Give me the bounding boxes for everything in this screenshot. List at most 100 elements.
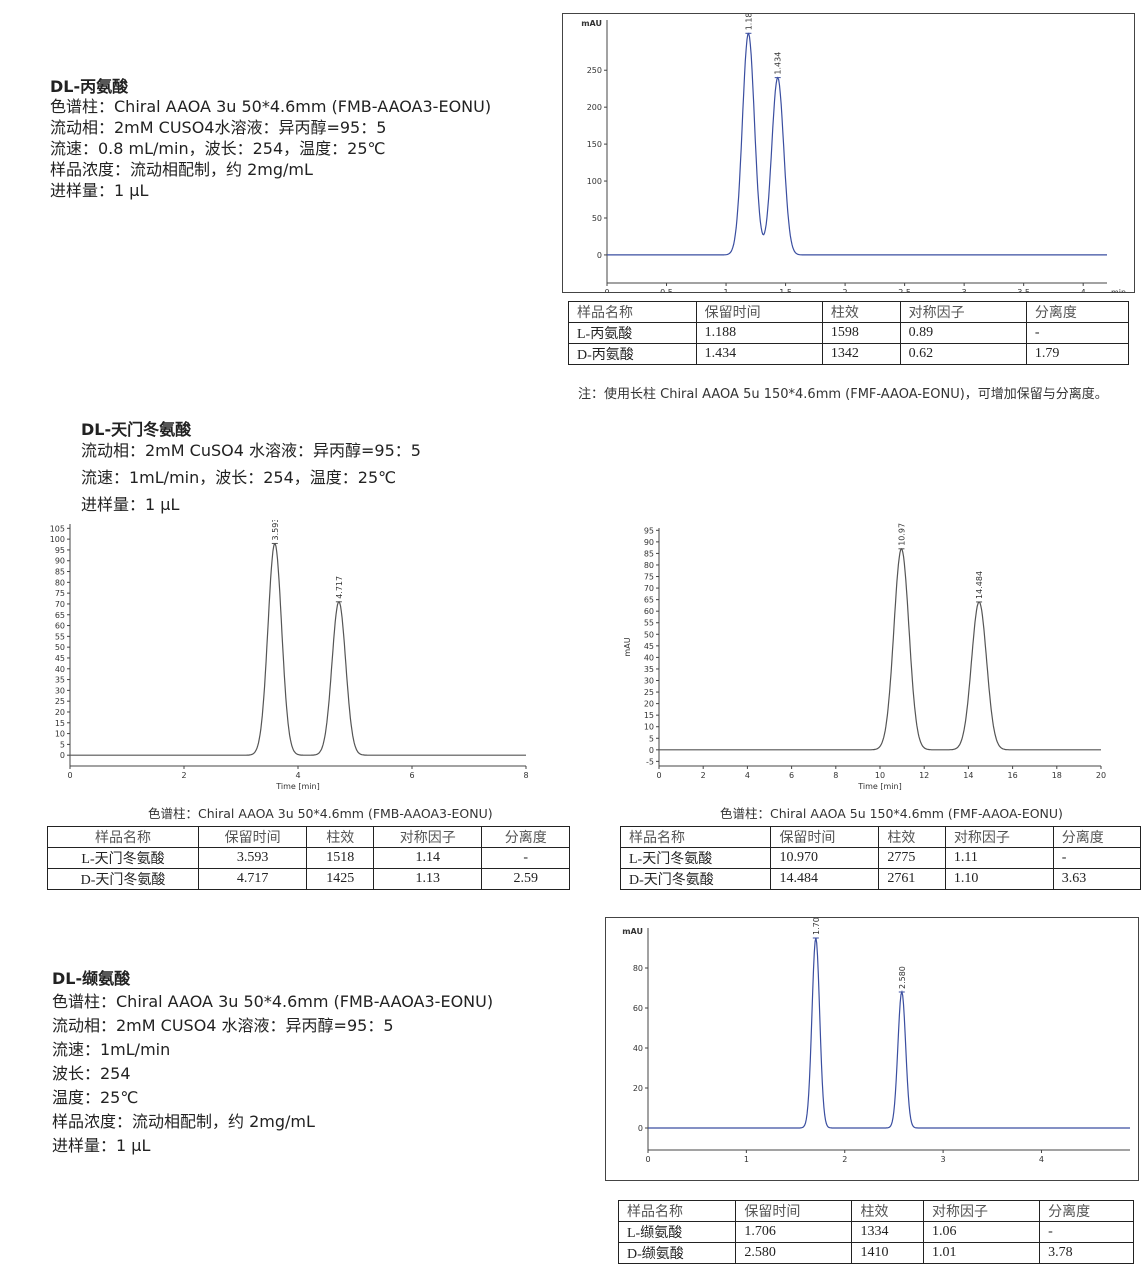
y-tick-label: 100 xyxy=(50,535,65,544)
header-cell: 对称因子 xyxy=(899,301,1027,323)
x-tick-label: 2 xyxy=(843,288,848,292)
table-cell: 2.59 xyxy=(481,868,570,890)
header-cell: 分离度 xyxy=(1039,1200,1134,1222)
table-cell: 1.01 xyxy=(923,1242,1041,1264)
y-tick-label: 55 xyxy=(55,632,65,641)
table-cell: 1.706 xyxy=(735,1221,853,1243)
table-cell: 4.717 xyxy=(198,868,308,890)
y-tick-label: 15 xyxy=(644,711,654,720)
x-tick-label: 6 xyxy=(789,771,794,780)
x-tick-label: 10 xyxy=(875,771,885,780)
x-tick-label: 0 xyxy=(67,771,72,780)
trace xyxy=(648,937,1130,1129)
caption: 色谱柱：Chiral AAOA 3u 50*4.6mm (FMB-AAOA3-E… xyxy=(148,806,493,821)
y-tick-label: 65 xyxy=(55,611,65,620)
header-cell: 柱效 xyxy=(306,826,375,848)
header-cell: 对称因子 xyxy=(923,1200,1041,1222)
x-tick-label: 2 xyxy=(842,1155,847,1164)
condition-line: 流动相：2mM CUSO4水溶液：异丙醇=95：5 xyxy=(50,118,387,137)
table-row: D-天门冬氨酸 4.717 1425 1.13 2.59 xyxy=(46,868,570,890)
table-cell: D-丙氨酸 xyxy=(568,343,697,365)
x-tick-label: 8 xyxy=(523,771,528,780)
y-axis-label: mAU xyxy=(622,927,643,936)
header-cell: 分离度 xyxy=(481,826,570,848)
header-cell: 柱效 xyxy=(878,826,946,848)
y-tick-label: 85 xyxy=(55,568,65,577)
table-cell: 1.13 xyxy=(373,868,483,890)
table-cell: 3.593 xyxy=(198,847,308,869)
y-tick-label: 105 xyxy=(50,524,65,533)
header-cell: 分离度 xyxy=(1052,826,1142,848)
table-cell: 1.188 xyxy=(695,322,823,344)
x-tick-label: 4 xyxy=(745,771,750,780)
caption: 色谱柱：Chiral AAOA 5u 150*4.6mm (FMF-AAOA-E… xyxy=(720,806,1063,821)
y-tick-label: 75 xyxy=(55,589,65,598)
table-cell: 1.79 xyxy=(1025,343,1130,365)
y-tick-label: 20 xyxy=(644,700,654,709)
chromatogram: -505101520253035404550556065707580859095… xyxy=(623,523,1106,790)
table-row: D-缬氨酸 2.580 1410 1.01 3.78 xyxy=(617,1242,1134,1264)
table-cell: 1.434 xyxy=(695,343,823,365)
header-cell: 样品名称 xyxy=(619,826,772,848)
x-tick-label: 18 xyxy=(1052,771,1062,780)
y-tick-label: 5 xyxy=(649,734,654,743)
header-cell: 保留时间 xyxy=(770,826,880,848)
y-tick-label: 200 xyxy=(587,103,602,112)
y-tick-label: 70 xyxy=(55,600,65,609)
table-cell: 2.580 xyxy=(735,1242,853,1264)
y-tick-label: 30 xyxy=(55,686,65,695)
y-tick-label: 55 xyxy=(644,619,654,628)
table-cell: L-丙氨酸 xyxy=(568,322,697,344)
peak-label: 1.434 xyxy=(774,52,783,75)
y-tick-label: 90 xyxy=(644,538,654,547)
peak-label: 10.97 xyxy=(897,523,906,546)
peak-label: 1.188 xyxy=(744,14,753,30)
header-cell: 柱效 xyxy=(851,1200,925,1222)
x-tick-label: 14 xyxy=(963,771,973,780)
table-row: D-丙氨酸 1.434 1342 0.62 1.79 xyxy=(568,343,1130,365)
table-cell: 1410 xyxy=(851,1242,925,1264)
table-row: L-丙氨酸 1.188 1598 0.89- xyxy=(568,322,1130,344)
condition-line: 进样量：1 μL xyxy=(52,1136,151,1155)
condition-line: 流速：1mL/min xyxy=(52,1040,171,1059)
y-tick-label: 20 xyxy=(55,708,65,717)
condition-line: 色谱柱：Chiral AAOA 3u 50*4.6mm (FMB-AAOA3-E… xyxy=(50,97,492,116)
condition-line: 进样量：1 μL xyxy=(50,181,149,200)
x-tick-label: 2 xyxy=(701,771,706,780)
table-cell: L-天门冬氨酸 xyxy=(619,847,772,869)
header-cell: 保留时间 xyxy=(695,301,823,323)
peak-label: 4.717 xyxy=(335,576,344,599)
x-tick-label: 16 xyxy=(1008,771,1018,780)
table-cell: 1.06 xyxy=(923,1221,1041,1243)
table-cell: 1.11 xyxy=(944,847,1054,869)
header-cell: 保留时间 xyxy=(735,1200,853,1222)
y-tick-label: 50 xyxy=(55,643,65,652)
y-tick-label: 80 xyxy=(633,964,643,973)
y-tick-label: 90 xyxy=(55,557,65,566)
trace xyxy=(607,32,1107,256)
section-title: DL-天门冬氨酸 xyxy=(81,420,192,439)
table-cell: D-天门冬氨酸 xyxy=(46,868,200,890)
y-tick-label: 95 xyxy=(644,526,654,535)
condition-line: 样品浓度：流动相配制，约 2mg/mL xyxy=(52,1112,315,1131)
y-tick-label: 250 xyxy=(587,66,602,75)
table-cell: 1598 xyxy=(821,322,901,344)
table-cell: D-缬氨酸 xyxy=(617,1242,737,1264)
y-tick-label: 80 xyxy=(644,561,654,570)
table-cell: 10.970 xyxy=(770,847,880,869)
y-tick-label: 40 xyxy=(644,653,654,662)
y-axis-label: mAU xyxy=(623,637,632,656)
y-tick-label: 0 xyxy=(60,751,65,760)
table-cell: 2775 xyxy=(878,847,946,869)
y-tick-label: 10 xyxy=(55,730,65,739)
data-table: 样品名称 保留时间 柱效 对称因子 分离度 L-丙氨酸 1.188 1598 0.89- D-丙氨… xyxy=(568,301,1130,365)
table-cell: 3.63 xyxy=(1052,868,1142,890)
data-table: 样品名称 保留时间 柱效 对称因子 分离度 L-缬氨酸 1.706 1334 1.06- D-缬氨… xyxy=(617,1200,1134,1264)
header-cell: 对称因子 xyxy=(944,826,1054,848)
y-tick-label: 30 xyxy=(644,677,654,686)
table-cell: - xyxy=(1052,847,1142,869)
condition-line: 流速：1mL/min，波长：254，温度：25℃ xyxy=(81,468,397,487)
y-tick-label: 40 xyxy=(55,665,65,674)
y-tick-label: 45 xyxy=(644,642,654,651)
